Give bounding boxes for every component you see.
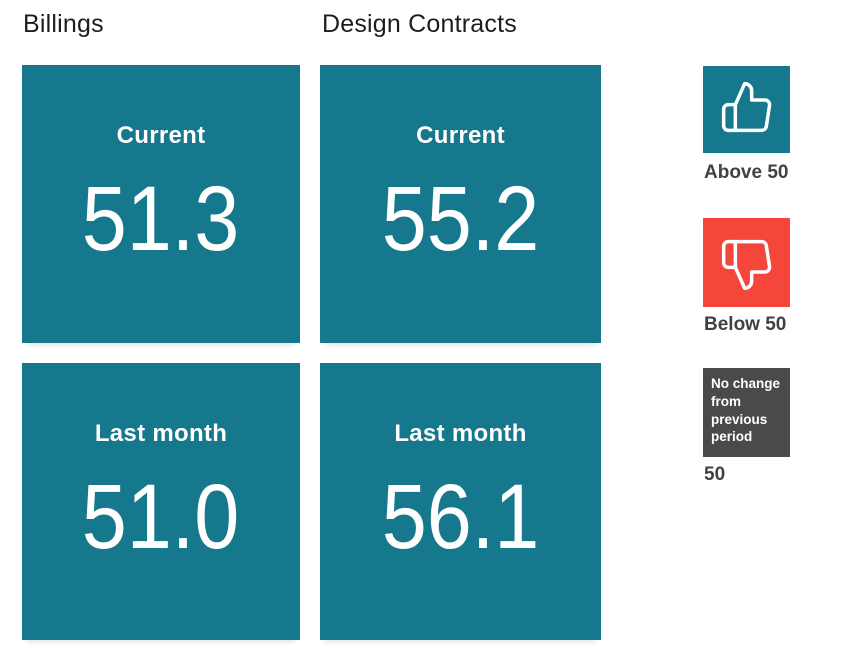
card-value: 56.1 <box>381 466 540 568</box>
thumbs-down-icon <box>719 232 775 293</box>
no-change-swatch: No change from previous period <box>703 368 790 457</box>
card-value: 51.3 <box>82 168 240 270</box>
card-label: Last month <box>94 420 228 447</box>
card-label: Current <box>416 122 505 149</box>
below-50-swatch <box>703 218 790 307</box>
card-label: Current <box>116 122 206 149</box>
card-value: 51.0 <box>82 466 240 568</box>
no-change-text: No change from previous period <box>711 376 781 445</box>
card-label: Last month <box>394 420 527 447</box>
design-contracts-current-card: Current 55.2 <box>320 65 601 343</box>
thumbs-up-icon <box>719 79 775 140</box>
billings-current-card: Current 51.3 <box>22 65 300 343</box>
design-contracts-last-month-card: Last month 56.1 <box>320 363 601 640</box>
column-title-design-contracts: Design Contracts <box>322 10 517 38</box>
below-50-label: Below 50 <box>704 314 787 335</box>
above-50-label: Above 50 <box>704 162 789 183</box>
billings-last-month-card: Last month 51.0 <box>22 363 300 640</box>
no-change-value-label: 50 <box>704 464 726 485</box>
above-50-swatch <box>703 66 790 153</box>
column-title-billings: Billings <box>23 10 104 38</box>
card-value: 55.2 <box>381 168 540 270</box>
